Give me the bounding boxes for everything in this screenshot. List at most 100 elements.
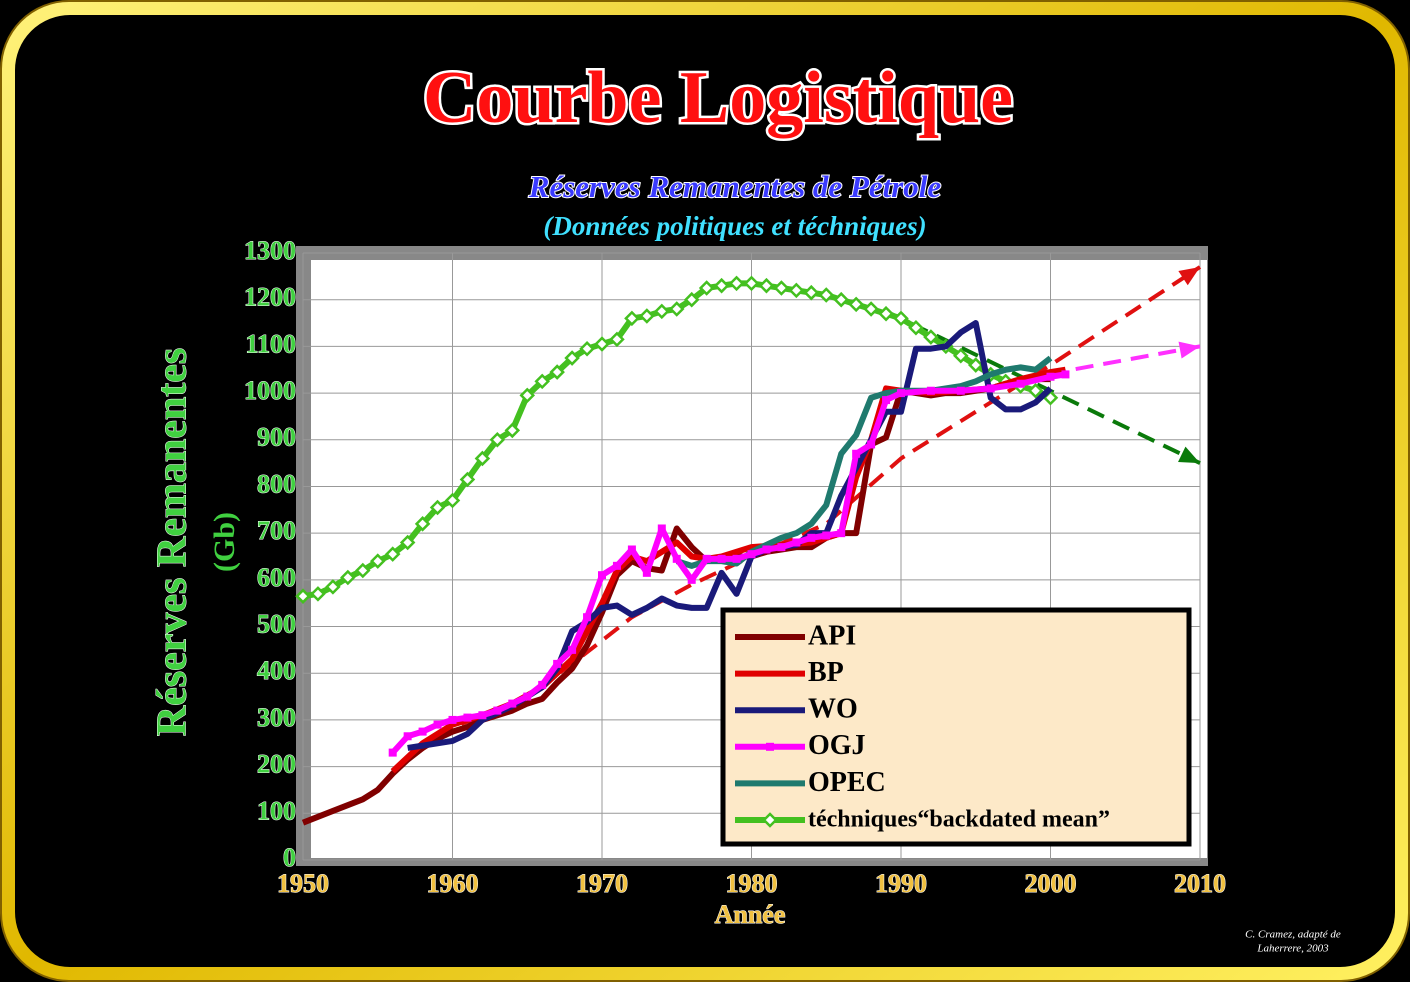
marker <box>1027 382 1044 399</box>
marker <box>897 389 905 398</box>
marker <box>448 715 457 724</box>
marker <box>657 524 666 533</box>
marker <box>956 386 965 395</box>
y-tick-label: 400 <box>257 656 296 685</box>
marker <box>967 357 984 373</box>
arrow-head <box>1178 267 1200 286</box>
y-tick-label: 300 <box>257 703 296 732</box>
y-tick-label: 1300 <box>244 236 296 265</box>
marker <box>553 659 562 668</box>
y-tick-label: 100 <box>257 796 296 825</box>
marker <box>777 543 786 552</box>
marker <box>478 711 487 720</box>
y-tick-label: 1200 <box>244 283 296 312</box>
y-tick-label: 1000 <box>244 376 296 405</box>
marker <box>612 561 621 570</box>
marker <box>766 742 774 751</box>
marker <box>508 699 517 708</box>
marker <box>609 331 625 348</box>
y-tick-label: 0 <box>283 843 296 872</box>
marker <box>702 554 711 563</box>
marker <box>639 308 655 324</box>
marker <box>594 336 610 352</box>
marker <box>493 706 502 715</box>
x-axis-label: Année <box>715 900 786 929</box>
trend-line <box>885 309 1201 465</box>
marker <box>340 569 356 586</box>
legend-label: BP <box>808 657 844 688</box>
marker <box>863 301 879 317</box>
marker <box>564 350 580 366</box>
marker <box>369 553 386 569</box>
marker <box>878 305 894 322</box>
y-tick-label: 200 <box>257 750 296 779</box>
marker <box>388 748 397 757</box>
marker <box>414 516 431 532</box>
x-tick-label: 2000 <box>1025 869 1077 898</box>
marker <box>908 319 924 336</box>
chart-title: Courbe Logistique <box>423 57 1013 139</box>
x-tick-label: 1980 <box>726 869 778 898</box>
marker <box>803 284 820 301</box>
marker <box>788 282 805 299</box>
marker <box>642 568 651 577</box>
marker <box>717 554 726 563</box>
subtitle: (Données politiques et téchniques) <box>543 211 926 241</box>
marker <box>792 538 801 547</box>
arrow-head <box>1178 341 1200 359</box>
marker <box>384 546 401 562</box>
marker <box>852 449 861 458</box>
marker <box>668 301 685 317</box>
marker <box>534 373 550 390</box>
legend-label: téchniques“backdated mean” <box>808 807 1110 833</box>
marker <box>579 340 595 357</box>
y-tick-label: 600 <box>257 563 296 592</box>
marker <box>807 533 816 542</box>
credit: C. Cramez, adapté de <box>1245 929 1341 941</box>
marker <box>1061 370 1070 379</box>
marker <box>325 579 341 595</box>
marker <box>926 386 935 395</box>
marker <box>598 571 606 580</box>
subtitle: Réserves Remanentes de Pétrole <box>528 169 942 204</box>
x-tick-label: 2010 <box>1174 869 1226 898</box>
marker <box>762 545 771 554</box>
x-tick-label: 1970 <box>576 869 628 898</box>
marker <box>728 275 745 292</box>
marker <box>1046 372 1055 381</box>
marker <box>624 310 640 327</box>
marker <box>418 727 427 736</box>
marker <box>732 554 741 563</box>
arrow-head <box>1178 446 1200 464</box>
marker <box>893 310 909 327</box>
marker <box>953 347 969 364</box>
marker <box>463 713 472 722</box>
marker <box>474 450 491 467</box>
legend-label: WO <box>808 694 858 725</box>
y-tick-label: 900 <box>257 423 296 452</box>
marker <box>519 387 536 404</box>
marker <box>1016 379 1025 388</box>
marker <box>773 280 790 296</box>
marker <box>833 291 849 308</box>
marker <box>747 550 756 559</box>
legend-label: OGJ <box>808 730 866 761</box>
y-axis-unit: (Gb) <box>208 512 241 572</box>
legend-box <box>720 607 1192 847</box>
marker <box>683 291 700 308</box>
marker <box>433 720 442 729</box>
y-axis-label: Réserves Remanentes <box>150 348 196 736</box>
marker <box>822 531 831 540</box>
marker <box>459 471 476 488</box>
marker <box>848 296 864 313</box>
x-tick-label: 1960 <box>427 869 479 898</box>
marker <box>355 562 371 579</box>
marker <box>698 280 715 296</box>
marker <box>672 554 681 563</box>
marker <box>627 545 636 554</box>
marker <box>523 692 532 701</box>
marker <box>295 588 311 604</box>
y-tick-label: 1100 <box>245 329 296 358</box>
legend-label: API <box>808 620 856 651</box>
